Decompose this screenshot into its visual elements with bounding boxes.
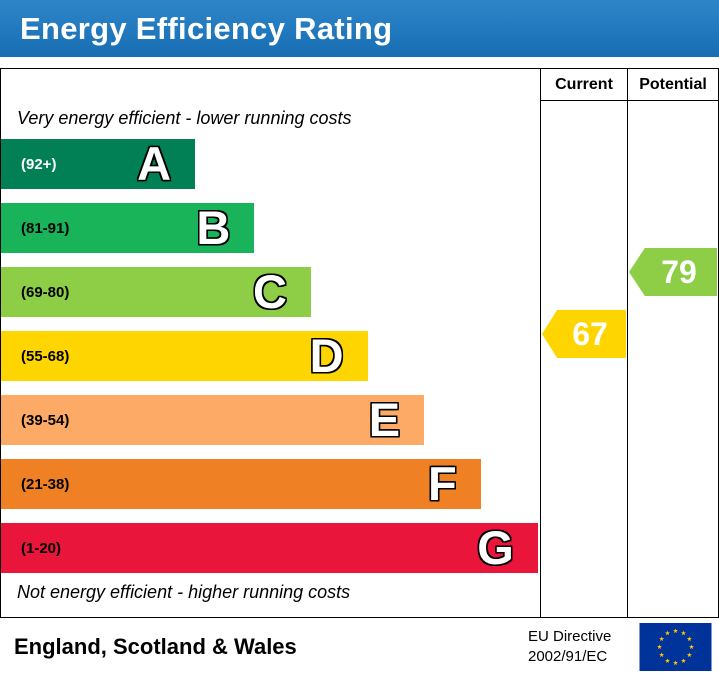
- band-letter: D: [309, 329, 344, 382]
- caption-not-efficient: Not energy efficient - higher running co…: [17, 582, 351, 602]
- band-letter: B: [196, 201, 231, 254]
- column-divider-potential: [627, 69, 628, 617]
- page-title: Energy Efficiency Rating: [20, 10, 393, 46]
- band-range: (21-38): [21, 475, 70, 493]
- band-range: (55-68): [21, 347, 70, 365]
- eu-directive-text: EU Directive 2002/91/EC: [528, 626, 611, 667]
- potential-rating-value: 79: [661, 253, 697, 290]
- band-letter: A: [137, 137, 172, 190]
- band-letter: F: [427, 457, 457, 510]
- band-range: (92+): [21, 155, 57, 173]
- band-row-b: (81-91) B: [1, 201, 255, 254]
- current-rating-value: 67: [572, 315, 608, 352]
- band-row-d: (55-68) D: [1, 331, 368, 381]
- band-range: (69-80): [21, 283, 70, 301]
- potential-column-header: Potential: [628, 69, 718, 101]
- footer: England, Scotland & Wales EU Directive 2…: [0, 618, 719, 675]
- band-row-f: (21-38) F: [1, 459, 481, 509]
- band-row-c: (69-80) C: [1, 267, 311, 317]
- eu-flag-icon: [639, 623, 712, 671]
- band-range: (1-20): [21, 539, 62, 557]
- region-label: England, Scotland & Wales: [14, 633, 297, 659]
- band-letter: C: [252, 265, 287, 318]
- caption-very-efficient: Very energy efficient - lower running co…: [17, 108, 352, 128]
- eu-directive-line1: EU Directive: [528, 627, 612, 645]
- band-range: (81-91): [21, 219, 70, 237]
- band-letter: G: [477, 521, 514, 574]
- rating-bands: (92+) A (81-91) B (69-80) C (55-68) D (3…: [1, 139, 540, 573]
- column-divider-current: [540, 69, 541, 617]
- eu-directive-line2: 2002/91/EC: [528, 647, 608, 665]
- current-column-header: Current: [541, 69, 627, 101]
- band-row-a: (92+) A: [1, 137, 196, 190]
- potential-rating-arrow: 79: [629, 248, 717, 296]
- band-row-g: (1-20) G: [1, 523, 538, 573]
- title-bar: Energy Efficiency Rating: [0, 0, 719, 57]
- current-rating-arrow: 67: [542, 310, 626, 358]
- band-row-e: (39-54) E: [1, 393, 425, 446]
- epc-chart: Current Potential Very energy efficient …: [0, 68, 719, 618]
- band-letter: E: [368, 393, 401, 446]
- band-range: (39-54): [21, 411, 70, 429]
